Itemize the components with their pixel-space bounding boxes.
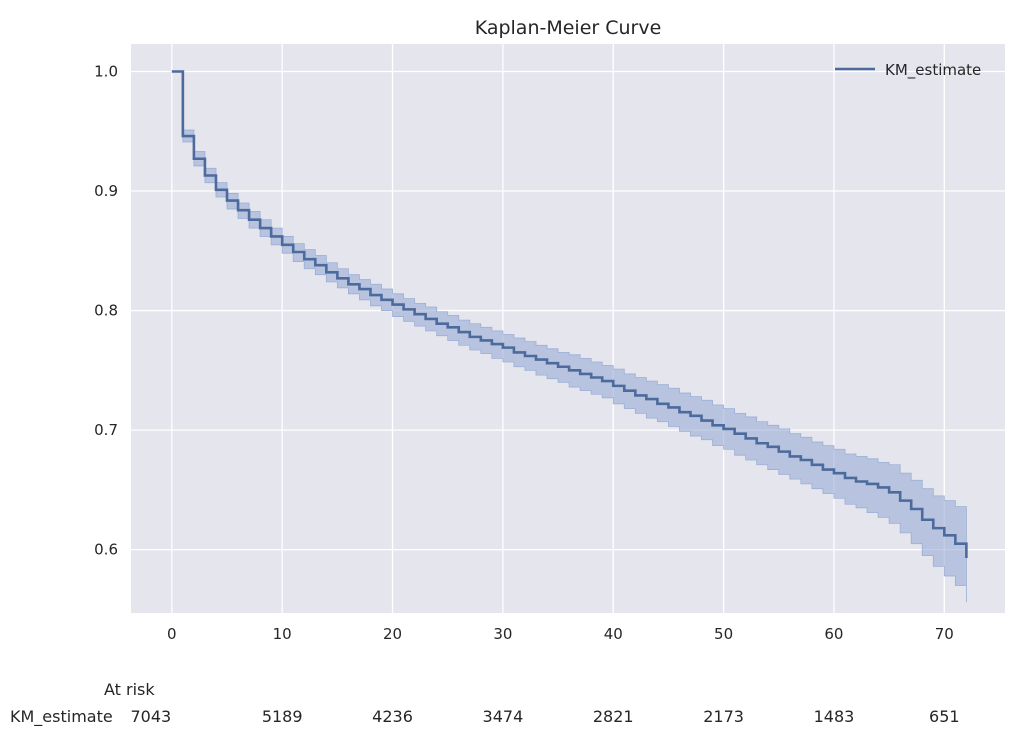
x-tick-label: 0 [167, 625, 177, 643]
confidence-band [171, 71, 967, 603]
x-tick-label: 70 [935, 625, 954, 643]
at-risk-count: 5189 [262, 707, 303, 726]
grid-lines [131, 44, 1005, 613]
legend: KM_estimate [835, 61, 981, 80]
x-tick-label: 20 [383, 625, 402, 643]
y-tick-label: 0.8 [94, 302, 118, 320]
at-risk-heading: At risk [104, 680, 155, 699]
at-risk-counts: 7043 5189 4236 3474 2821 2173 1483 651 [130, 707, 959, 726]
at-risk-table: At risk KM_estimate 7043 5189 4236 3474 2821… [10, 680, 960, 727]
plot-background [131, 44, 1005, 613]
legend-label: KM_estimate [885, 61, 981, 80]
x-tick-label: 50 [714, 625, 733, 643]
km-estimate-line [171, 70, 968, 559]
y-tick-label: 0.7 [94, 421, 118, 439]
x-tick-label: 10 [273, 625, 292, 643]
at-risk-count: 2821 [593, 707, 634, 726]
y-axis-ticks: 0.6 0.7 0.8 0.9 1.0 [94, 62, 118, 558]
at-risk-count: 3474 [483, 707, 524, 726]
at-risk-count: 1483 [814, 707, 855, 726]
x-tick-label: 30 [493, 625, 512, 643]
y-tick-label: 1.0 [94, 62, 118, 80]
y-tick-label: 0.9 [94, 182, 118, 200]
at-risk-count: 4236 [372, 707, 413, 726]
x-tick-label: 60 [824, 625, 843, 643]
at-risk-count: 2173 [703, 707, 744, 726]
x-tick-label: 40 [604, 625, 623, 643]
y-tick-label: 0.6 [94, 541, 118, 559]
chart-title: Kaplan-Meier Curve [475, 17, 662, 39]
at-risk-row-label: KM_estimate [10, 707, 113, 727]
x-axis-ticks: 0 10 20 30 40 50 60 70 [167, 625, 954, 643]
at-risk-count: 651 [929, 707, 960, 726]
at-risk-count: 7043 [130, 707, 171, 726]
